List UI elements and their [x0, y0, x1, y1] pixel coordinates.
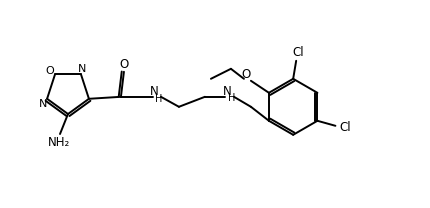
- Text: O: O: [241, 68, 251, 81]
- Text: O: O: [46, 66, 55, 76]
- Text: Cl: Cl: [340, 121, 351, 134]
- Text: N: N: [39, 99, 47, 109]
- Text: N: N: [150, 85, 158, 98]
- Text: NH₂: NH₂: [48, 135, 70, 149]
- Text: H: H: [228, 93, 236, 103]
- Text: N: N: [223, 85, 231, 98]
- Text: H: H: [155, 94, 163, 104]
- Text: N: N: [78, 64, 86, 74]
- Text: O: O: [119, 58, 129, 71]
- Text: Cl: Cl: [292, 46, 304, 59]
